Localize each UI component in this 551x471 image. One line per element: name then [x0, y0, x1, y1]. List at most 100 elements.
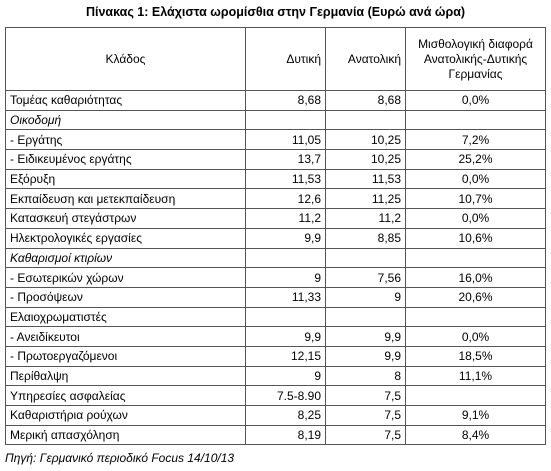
row-label: Εξόρυξη: [5, 168, 246, 190]
empty-cell: [245, 109, 326, 131]
row-label: Καθαριστήρια ρούχων: [5, 405, 246, 426]
row-label: - Ανειδίκευτοι: [5, 326, 246, 347]
wage-table: Κλάδος Δυτική Ανατολική Μισθολογική διαφορά…: [5, 27, 546, 446]
table-row: - Ανειδίκευτοι 9,9 9,9 0,0%: [5, 326, 546, 347]
empty-cell: [405, 385, 546, 406]
cell: 7,5: [325, 424, 406, 446]
cell: 8,19: [245, 424, 326, 446]
cell: 0,0%: [405, 90, 546, 111]
table-row: Εξόρυξη 11,53 11,53 0,0%: [5, 168, 546, 190]
cell: 11,05: [245, 129, 326, 151]
table-row: - Εργάτης 11,05 10,25 7,2%: [5, 129, 546, 151]
table-row: Ηλεκτρολογικές εργασίες 9,9 8,85 10,6%: [5, 227, 546, 249]
cell: 0,0%: [405, 208, 546, 229]
cell: 11,1%: [405, 365, 546, 387]
empty-cell: [245, 247, 326, 269]
cell: 9,9: [325, 345, 406, 367]
row-label: Υπηρεσίες ασφαλείας: [5, 385, 246, 406]
cell: 7.5-8.90: [245, 385, 326, 406]
table-title: Πίνακας 1: Ελάχιστα ωρομίσθια στην Γερμα…: [85, 5, 466, 19]
cell: 10,6%: [405, 227, 546, 249]
cell: 10,25: [325, 129, 406, 151]
row-label: - Πρωτοεργαζόμενοι: [5, 345, 246, 367]
cell: 7,5: [325, 385, 406, 406]
row-label: - Εργάτης: [5, 129, 246, 151]
table-row: Καθαρισμοί κτιρίων: [5, 247, 546, 269]
header-cell: Ανατολική: [325, 27, 406, 91]
row-label: Ηλεκτρολογικές εργασίες: [5, 227, 246, 249]
cell: 10,25: [325, 149, 406, 170]
empty-cell: [405, 306, 546, 328]
table-row: Καθαριστήρια ρούχων 8,25 7,5 9,1%: [5, 405, 546, 426]
empty-cell: [325, 306, 406, 328]
table-row: Κατασκευή στεγάστρων 11,2 11,2 0,0%: [5, 208, 546, 229]
cell: 11,2: [245, 208, 326, 229]
cell: 0,0%: [405, 168, 546, 190]
cell: 8: [325, 365, 406, 387]
cell: 9: [245, 365, 326, 387]
header-cell: Μισθολογική διαφορά Ανατολικής-Δυτικής Γ…: [405, 27, 546, 91]
table-row: - Ειδικευμένος εργάτης 13,7 10,25 25,2%: [5, 149, 546, 170]
empty-cell: [325, 109, 406, 131]
cell: 18,5%: [405, 345, 546, 367]
cell: 20,6%: [405, 286, 546, 308]
cell: 11,53: [245, 168, 326, 190]
cell: 10,7%: [405, 188, 546, 210]
cell: 12,6: [245, 188, 326, 210]
row-label: Ελαιοχρωματιστές: [5, 306, 246, 328]
cell: 8,4%: [405, 424, 546, 446]
cell: 9,9: [325, 326, 406, 347]
cell: 8,68: [245, 90, 326, 111]
empty-cell: [405, 109, 546, 131]
cell: 16,0%: [405, 267, 546, 288]
cell: 11,53: [325, 168, 406, 190]
row-label: Περίθαλψη: [5, 365, 246, 387]
row-label: - Ειδικευμένος εργάτης: [5, 149, 246, 170]
cell: 9,1%: [405, 405, 546, 426]
cell: 0,0%: [405, 326, 546, 347]
row-label: Καθαρισμοί κτιρίων: [5, 247, 246, 269]
table-row: - Πρωτοεργαζόμενοι 12,15 9,9 18,5%: [5, 345, 546, 367]
cell: 13,7: [245, 149, 326, 170]
header-cell: Δυτική: [245, 27, 326, 91]
cell: 9: [325, 286, 406, 308]
row-label: Τομέας καθαριότητας: [5, 90, 246, 111]
cell: 8,68: [325, 90, 406, 111]
cell: 7,2%: [405, 129, 546, 151]
empty-cell: [405, 247, 546, 269]
cell: 9: [245, 267, 326, 288]
table-header: Κλάδος Δυτική Ανατολική Μισθολογική διαφορά…: [5, 27, 546, 91]
header-cell: Κλάδος: [5, 27, 246, 91]
cell: 9,9: [245, 326, 326, 347]
cell: 7,56: [325, 267, 406, 288]
cell: 25,2%: [405, 149, 546, 170]
empty-cell: [245, 306, 326, 328]
row-label: Εκπαίδευση και μετεκπαίδευση: [5, 188, 246, 210]
row-label: Μερική απασχόληση: [5, 424, 246, 446]
table-row: Ελαιοχρωματιστές: [5, 306, 546, 328]
table-row: Τομέας καθαριότητας 8,68 8,68 0,0%: [5, 90, 546, 111]
table-row: - Εσωτερικών χώρων 9 7,56 16,0%: [5, 267, 546, 288]
empty-cell: [325, 247, 406, 269]
cell: 11,25: [325, 188, 406, 210]
table-row: Περίθαλψη 9 8 11,1%: [5, 365, 546, 387]
header-row: Κλάδος Δυτική Ανατολική Μισθολογική διαφορά…: [5, 27, 546, 91]
table-body: Τομέας καθαριότητας 8,68 8,68 0,0% Οικοδομή -…: [5, 90, 546, 446]
cell: 11,2: [325, 208, 406, 229]
cell: 9,9: [245, 227, 326, 249]
cell: 12,15: [245, 345, 326, 367]
table-row: Οικοδομή: [5, 109, 546, 131]
cell: 7,5: [325, 405, 406, 426]
cell: 8,25: [245, 405, 326, 426]
source-note: Πηγή: Γερμανικό περιοδικό Focus 14/10/13: [5, 451, 235, 465]
row-label: - Εσωτερικών χώρων: [5, 267, 246, 288]
table-row: - Προσόψεων 11,33 9 20,6%: [5, 286, 546, 308]
cell: 11,33: [245, 286, 326, 308]
row-label: - Προσόψεων: [5, 286, 246, 308]
row-label: Κατασκευή στεγάστρων: [5, 208, 246, 229]
table-row: Μερική απασχόληση 8,19 7,5 8,4%: [5, 424, 546, 446]
cell: 8,85: [325, 227, 406, 249]
row-label: Οικοδομή: [5, 109, 246, 131]
table-row: Εκπαίδευση και μετεκπαίδευση 12,6 11,25 10,…: [5, 188, 546, 210]
